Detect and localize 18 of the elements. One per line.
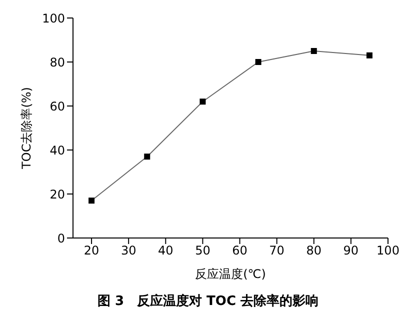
y-tick-label: 100 [42, 11, 65, 26]
x-axis-title: 反应温度(℃) [195, 267, 266, 281]
y-tick-label: 60 [50, 99, 65, 114]
y-axis-title: TOC去除率(%) [19, 87, 34, 170]
x-tick-label: 70 [269, 244, 284, 258]
x-tick-label: 60 [232, 244, 248, 258]
x-tick-label: 100 [376, 244, 400, 258]
x-tick-label: 90 [343, 244, 359, 258]
x-tick-label: 30 [120, 244, 136, 258]
y-tick-label: 0 [57, 231, 65, 246]
text: 图 3 反应温度对 TOC 去除率的影响 [96, 292, 320, 310]
y-tick-label: 80 [50, 55, 65, 70]
x-tick-label: 50 [195, 244, 210, 258]
x-tick-label: 40 [158, 244, 174, 258]
x-tick-label: 20 [84, 244, 100, 258]
y-tick-label: 40 [50, 143, 65, 158]
y-tick-label: 20 [50, 187, 65, 202]
x-tick-label: 80 [306, 244, 322, 258]
